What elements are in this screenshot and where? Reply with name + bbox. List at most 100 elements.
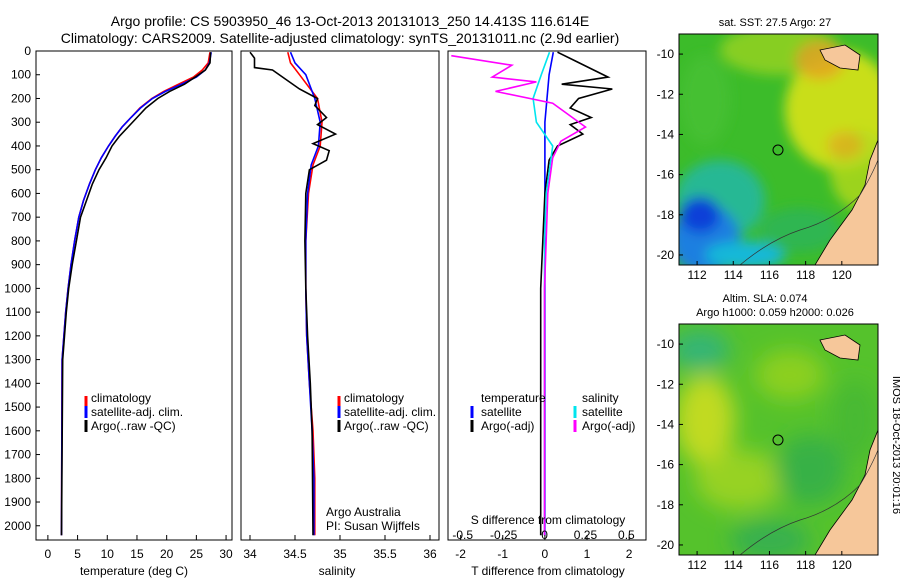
depth-tick-17: 1700 bbox=[4, 448, 31, 462]
salinity-profile-xtick-0: 34 bbox=[243, 547, 257, 561]
depth-tick-15: 1500 bbox=[4, 400, 31, 414]
difference-profile-xtick-2: 0 bbox=[542, 547, 549, 561]
depth-tick-4: 400 bbox=[11, 139, 31, 153]
depth-tick-1: 100 bbox=[11, 68, 31, 82]
temperature-profile-xtick-6: 30 bbox=[219, 547, 233, 561]
depth-tick-19: 1900 bbox=[4, 495, 31, 509]
depth-tick-16: 1600 bbox=[4, 424, 31, 438]
sla-map-xtick-4: 120 bbox=[832, 558, 852, 572]
depth-tick-13: 1300 bbox=[4, 353, 31, 367]
temperature-profile-xtick-3: 15 bbox=[130, 547, 144, 561]
depth-tick-3: 300 bbox=[11, 115, 31, 129]
depth-tick-14: 1400 bbox=[4, 376, 31, 390]
sla-map-title: Altim. SLA: 0.074 bbox=[723, 293, 808, 305]
salinity-axis-label: salinity bbox=[319, 564, 356, 578]
difference-legend: temperature satellite Argo(-adj) salinit… bbox=[470, 391, 635, 433]
depth-tick-2: 200 bbox=[11, 91, 31, 105]
legend-s-argo: Argo(-adj) bbox=[582, 419, 635, 433]
sst-map-xtick-0: 112 bbox=[688, 268, 707, 282]
temperature-plot-frame bbox=[35, 50, 233, 541]
coastline-island bbox=[819, 44, 861, 71]
sla-map-panel: Altim. SLA: 0.074 Argo h1000: 0.059 h200… bbox=[657, 293, 879, 572]
bathymetry-contour bbox=[739, 159, 878, 265]
difference-profile-series-3 bbox=[451, 54, 587, 536]
difference-profile-series-0 bbox=[544, 52, 555, 536]
pi-label: PI: Susan Wijffels bbox=[326, 519, 420, 533]
sst-map-ytick-4: -18 bbox=[657, 208, 675, 222]
difference-profile-xtick-3: 1 bbox=[584, 547, 591, 561]
legend-argo-2: Argo(..raw -QC) bbox=[344, 419, 429, 433]
difference-plot-frame bbox=[447, 50, 647, 541]
argo-australia-label: Argo Australia bbox=[326, 505, 401, 519]
temperature-legend: climatology satellite-adj. clim. Argo(..… bbox=[84, 391, 183, 433]
depth-tick-0: 0 bbox=[24, 44, 31, 58]
difference-profile-series-1 bbox=[539, 51, 613, 536]
difference-profile-xtick-1: -1 bbox=[497, 547, 508, 561]
legend-argo: Argo(..raw -QC) bbox=[91, 419, 176, 433]
sla-map-subtitle: Argo h1000: 0.059 h2000: 0.026 bbox=[696, 307, 854, 319]
depth-tick-10: 1000 bbox=[4, 281, 31, 295]
sla-map-frame bbox=[678, 323, 879, 556]
sst-map-ytick-5: -20 bbox=[657, 248, 675, 262]
sst-map-panel: sat. SST: 27.5 Argo: 27 112 114 116 bbox=[657, 17, 879, 282]
sst-map-ytick-0: -10 bbox=[657, 47, 675, 61]
legend-satellite-adj: satellite-adj. clim. bbox=[91, 405, 183, 419]
salinity-profile-xtick-2: 35 bbox=[333, 547, 347, 561]
sla-map-ytick-5: -20 bbox=[657, 538, 675, 552]
sst-map-ytick-2: -14 bbox=[657, 127, 675, 141]
legend-climatology: climatology bbox=[91, 391, 151, 405]
sst-map-title: sat. SST: 27.5 Argo: 27 bbox=[719, 17, 832, 29]
difference-profile-xtick2-4: 0.5 bbox=[618, 528, 635, 542]
temperature-profile-xtick-4: 20 bbox=[160, 547, 174, 561]
temperature-profile-series-1 bbox=[60, 52, 212, 536]
temperature-profile-series-2 bbox=[60, 52, 212, 536]
depth-tick-20: 2000 bbox=[4, 519, 31, 533]
salinity-panel: 34 34.5 35 35.5 36 salinity climatology sate… bbox=[240, 50, 440, 578]
difference-profile-xtick2-3: 0.25 bbox=[574, 528, 598, 542]
legend-temperature-title: temperature bbox=[481, 391, 546, 405]
coastline-island-2 bbox=[819, 334, 861, 361]
legend-satellite-adj-2: satellite-adj. clim. bbox=[344, 405, 436, 419]
difference-profile-xtick-4: 2 bbox=[626, 547, 633, 561]
sst-map-ytick-1: -12 bbox=[657, 87, 675, 101]
depth-tick-7: 700 bbox=[11, 210, 31, 224]
salinity-profile-xtick-1: 34.5 bbox=[283, 547, 307, 561]
coastline-mainland-2 bbox=[814, 429, 878, 555]
salinity-legend: climatology satellite-adj. clim. Argo(..… bbox=[337, 391, 436, 433]
salinity-profile-xtick-4: 36 bbox=[423, 547, 437, 561]
sst-map-xtick-4: 120 bbox=[832, 268, 852, 282]
legend-t-argo: Argo(-adj) bbox=[481, 419, 534, 433]
legend-climatology-2: climatology bbox=[344, 391, 404, 405]
sla-map-xtick-2: 116 bbox=[760, 558, 779, 572]
legend-t-satellite: satellite bbox=[481, 405, 522, 419]
figure-subtitle: Climatology: CARS2009. Satellite-adjuste… bbox=[61, 30, 619, 46]
difference-profile-xtick-0: -2 bbox=[455, 547, 466, 561]
difference-profile-xtick2-1: -0.25 bbox=[490, 528, 518, 542]
sst-map-xtick-2: 116 bbox=[760, 268, 779, 282]
depth-tick-9: 900 bbox=[11, 258, 31, 272]
difference-profile-xtick2-2: 0 bbox=[541, 528, 548, 542]
difference-profile-xtick2-0: -0.5 bbox=[452, 528, 473, 542]
sla-map-xtick-0: 112 bbox=[688, 558, 707, 572]
difference-panel: -2 -1 0 1 2 -0.5 -0.25 0 0.25 0.5 S difference f… bbox=[447, 50, 647, 578]
sla-map-ytick-4: -18 bbox=[657, 498, 675, 512]
sst-map-xtick-3: 118 bbox=[796, 268, 815, 282]
argo-float-marker-2 bbox=[772, 434, 784, 446]
sla-map-xtick-3: 118 bbox=[796, 558, 815, 572]
temperature-profile-xtick-2: 10 bbox=[101, 547, 115, 561]
salinity-plot-frame bbox=[240, 50, 440, 541]
figure-title: Argo profile: CS 5903950_46 13-Oct-2013 … bbox=[111, 13, 589, 29]
sst-map-ytick-3: -16 bbox=[657, 168, 675, 182]
sla-map-xtick-1: 114 bbox=[724, 558, 743, 572]
imos-timestamp: IMOS 18-Oct-2013 20:01:16 bbox=[890, 376, 900, 514]
sla-map-ytick-0: -10 bbox=[657, 337, 675, 351]
legend-s-satellite: satellite bbox=[582, 405, 623, 419]
depth-tick-6: 600 bbox=[11, 186, 31, 200]
sla-map-ytick-3: -16 bbox=[657, 458, 675, 472]
legend-salinity-title: salinity bbox=[582, 391, 619, 405]
depth-tick-11: 1100 bbox=[5, 305, 31, 319]
depth-tick-5: 500 bbox=[11, 163, 31, 177]
salinity-profile-xtick-3: 35.5 bbox=[373, 547, 397, 561]
depth-tick-8: 800 bbox=[11, 234, 31, 248]
sst-map-frame bbox=[678, 33, 879, 266]
